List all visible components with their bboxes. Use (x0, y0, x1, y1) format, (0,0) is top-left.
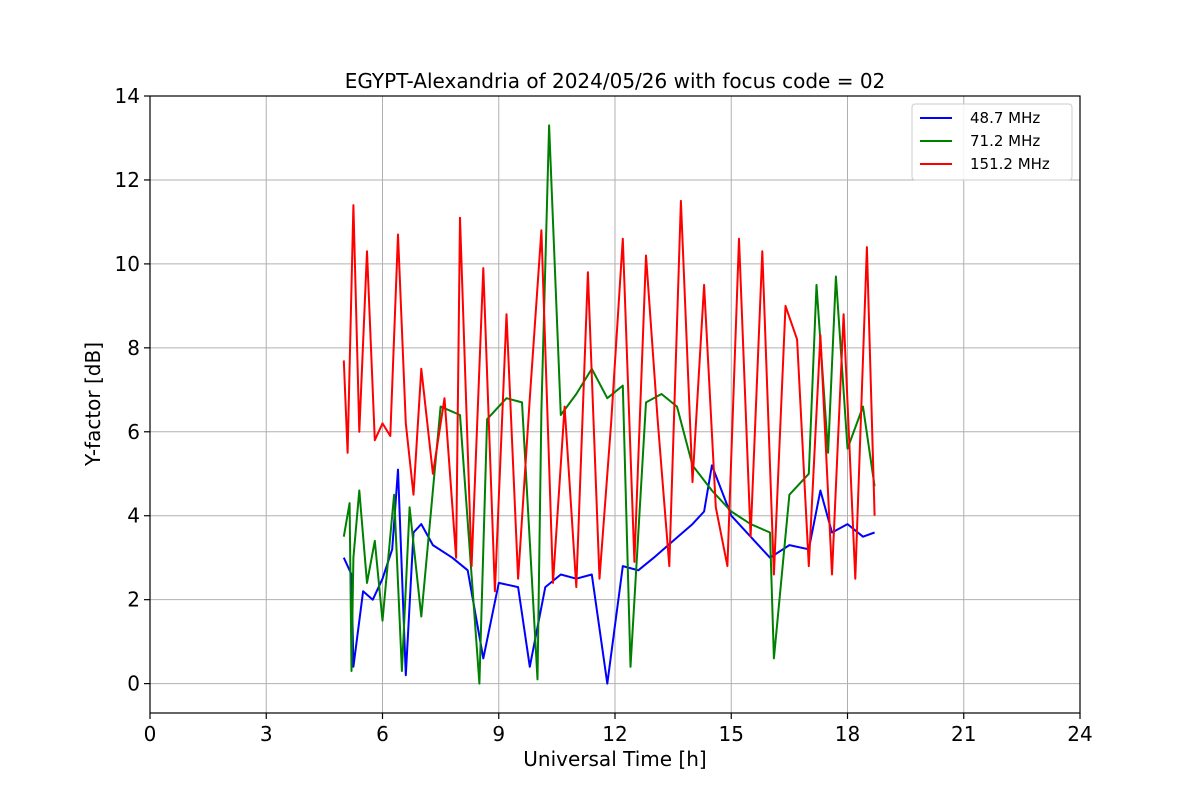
legend-label-2: 71.2 MHz (970, 132, 1040, 150)
x-tick-label: 12 (602, 722, 627, 746)
x-tick-label: 18 (835, 722, 860, 746)
y-tick-label: 8 (127, 336, 140, 360)
y-tick-label: 4 (127, 504, 140, 528)
x-tick-label: 15 (719, 722, 744, 746)
legend-label-3: 151.2 MHz (970, 155, 1050, 173)
y-tick-label: 6 (127, 420, 140, 444)
legend-box (911, 103, 1073, 181)
y-tick-label: 0 (127, 672, 140, 696)
y-tick-label: 12 (115, 168, 140, 192)
plot-area (342, 124, 876, 685)
chart-title: EGYPT-Alexandria of 2024/05/26 with focu… (345, 69, 886, 93)
x-tick-label: 6 (376, 722, 389, 746)
legend: 48.7 MHz 71.2 MHz 151.2 MHz (911, 103, 1073, 181)
series-line-2 (342, 124, 876, 685)
legend-label-1: 48.7 MHz (970, 109, 1040, 127)
x-tick-label: 24 (1067, 722, 1092, 746)
x-axis-label: Universal Time [h] (523, 747, 706, 771)
x-tick-label: 3 (260, 722, 273, 746)
y-tick-label: 14 (115, 84, 140, 108)
x-tick-label: 21 (951, 722, 976, 746)
y-tick-label: 10 (115, 252, 140, 276)
y-tick-label: 2 (127, 588, 140, 612)
y-axis-label: Y-factor [dB] (81, 342, 105, 467)
series-line-3 (342, 199, 876, 593)
x-tick-label: 0 (144, 722, 157, 746)
x-tick-label: 9 (492, 722, 505, 746)
